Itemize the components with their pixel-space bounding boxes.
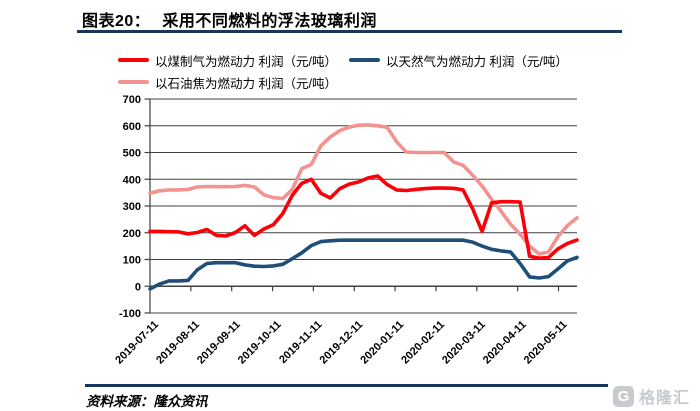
gelonghui-logo-text: 格隆汇 [638, 390, 690, 407]
y-tick-label: 200 [123, 228, 141, 240]
title-divider [77, 30, 622, 33]
x-tick-label: 2019-07-11 [113, 319, 161, 367]
series-line-1 [148, 238, 579, 291]
y-tick-label: 500 [123, 148, 141, 160]
petroleum-coke-line-swatch [118, 80, 149, 84]
legend-item-petroleum-coke: 以石油焦为燃动力 利润（元/吨） [118, 73, 337, 92]
chart-legend: 以煤制气为燃动力 利润（元/吨） 以天然气为燃动力 利润（元/吨） 以石油焦为燃… [118, 49, 580, 93]
figure-number: 图表20： [82, 13, 151, 30]
y-tick-label: 700 [123, 94, 141, 106]
y-tick-label: -100 [119, 308, 141, 320]
y-tick-label: 100 [123, 255, 141, 267]
source-note: 资料来源：隆众资讯 [86, 394, 208, 409]
legend-label: 以煤制气为燃动力 利润（元/吨） [155, 54, 337, 69]
x-tick-label: 2020-01-11 [358, 319, 406, 367]
y-tick-label: 400 [123, 174, 141, 186]
gelonghui-watermark: G 格隆汇 [612, 384, 690, 408]
series-line-2 [148, 123, 579, 256]
natural-gas-line-swatch [348, 58, 380, 62]
figure-title: 图表20： 采用不同燃料的浮法玻璃利润 [82, 7, 377, 31]
legend-row-2: 以石油焦为燃动力 利润（元/吨） [118, 71, 580, 93]
figure-title-text: 采用不同燃料的浮法玻璃利润 [162, 13, 377, 30]
x-tick-label: 2020-03-11 [440, 319, 488, 367]
y-tick-label: 600 [123, 121, 141, 133]
series-line-0 [148, 174, 579, 261]
legend-item-natural-gas: 以天然气为燃动力 利润（元/吨） [348, 51, 568, 70]
x-tick-label: 2019-09-11 [195, 319, 243, 367]
coal-gas-line-swatch [118, 58, 149, 62]
x-tick-label: 2020-05-11 [522, 319, 570, 367]
y-tick-label: 0 [135, 281, 141, 293]
x-tick-label: 2020-02-11 [399, 319, 447, 367]
y-tick-label: 300 [123, 201, 141, 213]
x-tick-label: 2019-10-11 [236, 319, 284, 367]
legend-row-1: 以煤制气为燃动力 利润（元/吨） 以天然气为燃动力 利润（元/吨） [118, 49, 580, 71]
x-tick-label: 2020-04-11 [481, 319, 529, 367]
x-tick-label: 2019-12-11 [318, 319, 366, 367]
legend-item-coal-gas: 以煤制气为燃动力 利润（元/吨） [118, 51, 337, 70]
gelonghui-g-icon: G [612, 385, 634, 407]
footer-divider [85, 384, 608, 387]
legend-label: 以天然气为燃动力 利润（元/吨） [385, 54, 568, 69]
legend-label: 以石油焦为燃动力 利润（元/吨） [155, 76, 337, 91]
x-tick-label: 2019-08-11 [154, 319, 202, 367]
